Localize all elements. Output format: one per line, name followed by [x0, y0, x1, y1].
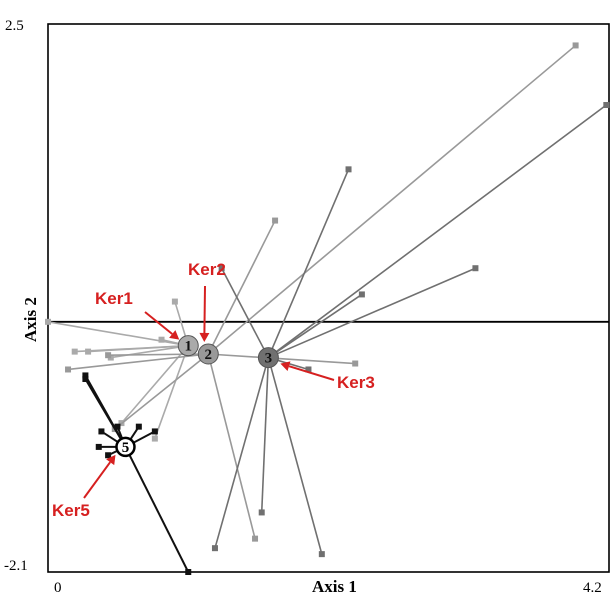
- y-tick-bottom: -2.1: [4, 558, 28, 574]
- point-group3-3: [358, 291, 365, 298]
- centroid-1: 1: [177, 335, 199, 357]
- annotation-arrow-5: [83, 454, 116, 499]
- spoke-group1-7: [88, 344, 189, 353]
- point-group1-1: [71, 348, 78, 355]
- point-group3-4: [211, 545, 218, 552]
- spoke-group3-2: [268, 267, 476, 359]
- spoke-group2-1: [207, 220, 276, 355]
- spoke-group1-5: [120, 345, 189, 424]
- series-group-3: [211, 102, 610, 558]
- annotation-layer: Ker1 Ker2 Ker3 Ker5: [52, 260, 375, 520]
- point-group3-5: [318, 551, 325, 558]
- centroid-2: 2: [197, 343, 219, 365]
- point-group1-3: [158, 336, 165, 343]
- point-group3-2: [472, 265, 479, 272]
- annotation-arrow-1: [144, 311, 180, 340]
- x-tick-right: 4.2: [583, 580, 602, 596]
- centroid-label-1: 1: [185, 339, 193, 355]
- spoke-group2-5: [207, 353, 256, 539]
- point-group5-2: [135, 423, 142, 430]
- point-group1-6: [151, 435, 158, 442]
- x-tick-left: 0: [54, 580, 62, 596]
- spoke-group1-0: [47, 321, 189, 347]
- centroid-label-3: 3: [265, 351, 273, 367]
- spoke-group1-6: [154, 345, 190, 439]
- series-group-5: [82, 372, 192, 575]
- annotation-arrow-2: [199, 285, 210, 342]
- point-group5-3: [151, 428, 158, 435]
- point-group2-1: [272, 217, 279, 224]
- point-group5-7: [105, 452, 112, 459]
- point-group3-7: [305, 366, 312, 373]
- centroid-label-2: 2: [205, 347, 213, 363]
- point-group2-3: [65, 366, 72, 373]
- centroid-marker-3: [257, 347, 279, 369]
- annotation-arrow-3: [280, 361, 335, 381]
- point-group2-5: [252, 535, 259, 542]
- annotation-ker1: Ker1: [95, 289, 133, 308]
- plot-frame: [47, 23, 610, 573]
- point-group5-6: [114, 423, 121, 430]
- point-group5-1: [185, 569, 192, 575]
- spoke-group3-5: [267, 357, 323, 555]
- spoke-group3-3: [267, 293, 363, 359]
- point-group3-8: [258, 509, 265, 516]
- point-group1-7: [85, 348, 92, 355]
- spoke-group3-8: [260, 357, 270, 513]
- point-group5-4: [95, 443, 102, 450]
- centroid-marker-5: [115, 436, 136, 458]
- annotation-ker2: Ker2: [188, 260, 226, 279]
- spoke-group2-2: [208, 353, 356, 365]
- y-tick-top: 2.5: [5, 18, 24, 34]
- annotation-ker5: Ker5: [52, 501, 90, 520]
- centroid-label-5: 5: [122, 440, 130, 456]
- spoke-group2-0: [207, 44, 577, 355]
- spoke-group2-3: [67, 353, 209, 371]
- centroid-3: 3: [257, 347, 279, 369]
- point-group5-0: [82, 372, 89, 379]
- centroid-5: 5: [115, 436, 136, 458]
- centroid-marker-1: [177, 335, 199, 357]
- point-group2-2: [352, 360, 359, 367]
- spoke-group3-0: [267, 104, 607, 359]
- point-group5-5: [98, 428, 105, 435]
- y-axis-label: Axis 2: [21, 297, 40, 342]
- point-group3-6: [218, 265, 225, 272]
- centroid-marker-2: [197, 343, 219, 365]
- point-group5-8: [82, 376, 89, 383]
- point-group1-4: [171, 298, 178, 305]
- point-group1-0: [45, 318, 51, 325]
- spoke-group5-1: [124, 446, 190, 573]
- point-group3-1: [345, 166, 352, 173]
- point-group2-0: [572, 42, 579, 49]
- point-group3-0: [603, 102, 610, 109]
- spoke-group3-1: [267, 169, 350, 358]
- annotation-ker3: Ker3: [337, 373, 375, 392]
- series-group-2: [65, 42, 579, 542]
- x-axis-label: Axis 1: [312, 577, 357, 596]
- spoke-group2-4: [114, 353, 209, 430]
- spoke-group3-4: [214, 357, 270, 549]
- spoke-group5-8: [84, 378, 127, 448]
- point-group2-6: [105, 352, 112, 359]
- series-layer: 12 3 5: [45, 42, 610, 575]
- spoke-group3-6: [220, 267, 270, 358]
